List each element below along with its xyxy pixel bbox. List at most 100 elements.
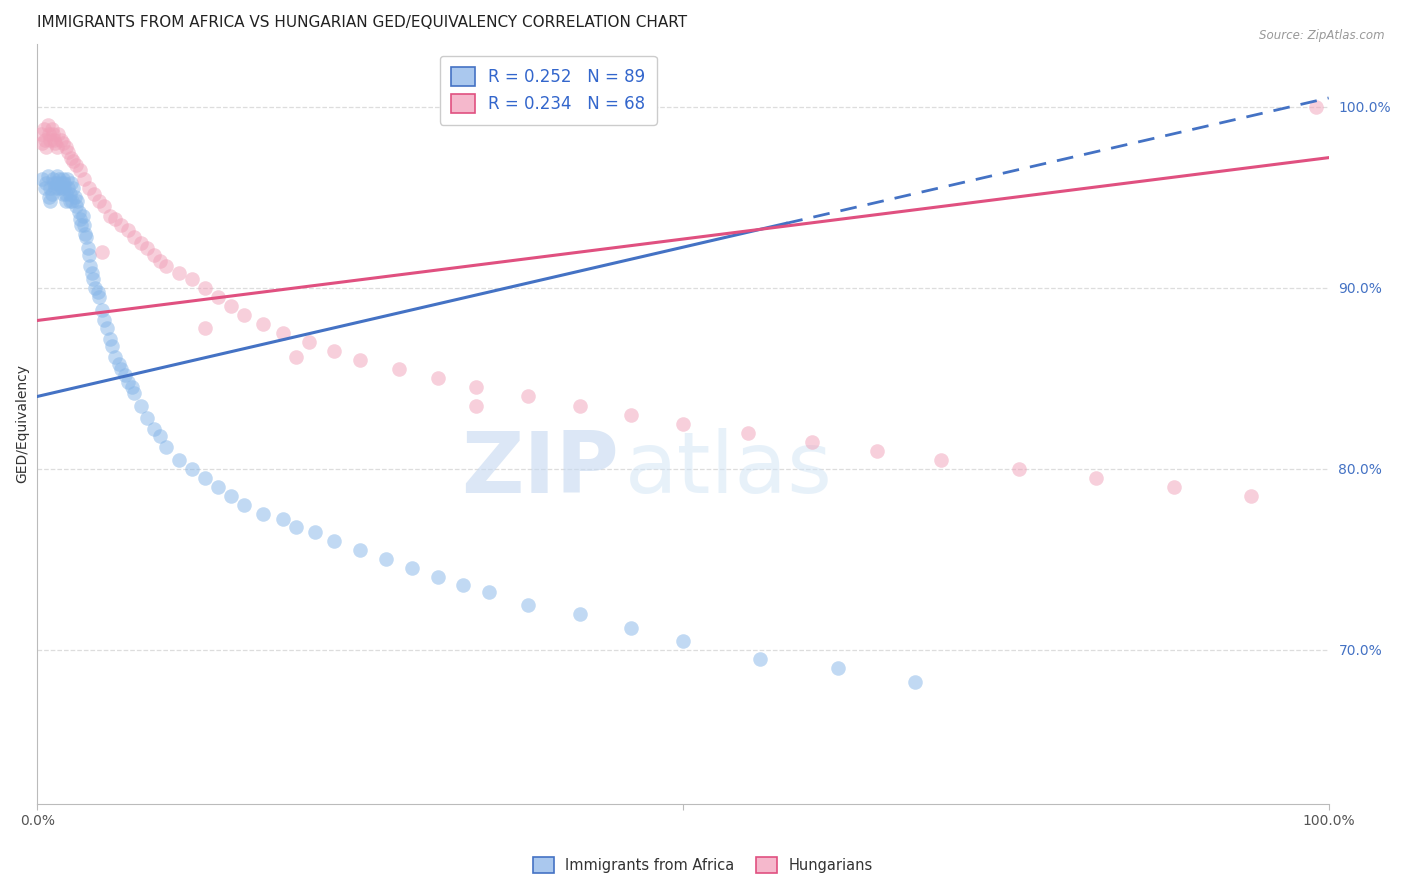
- Point: [82, 272, 104, 286]
- Point: [323, 534, 346, 549]
- Point: [84, 281, 107, 295]
- Point: [426, 570, 449, 584]
- Point: [129, 235, 152, 250]
- Point: [101, 339, 124, 353]
- Point: [98, 209, 121, 223]
- Point: [904, 675, 927, 690]
- Point: [60, 194, 83, 208]
- Point: [349, 353, 371, 368]
- Point: [62, 154, 84, 169]
- Point: [207, 290, 229, 304]
- Text: atlas: atlas: [624, 427, 832, 511]
- Point: [73, 172, 96, 186]
- Text: IMMIGRANTS FROM AFRICA VS HUNGARIAN GED/EQUIVALENCY CORRELATION CHART: IMMIGRANTS FROM AFRICA VS HUNGARIAN GED/…: [38, 15, 688, 30]
- Point: [53, 181, 76, 195]
- Point: [672, 633, 695, 648]
- Point: [49, 132, 72, 146]
- Point: [56, 172, 79, 186]
- Point: [79, 259, 101, 273]
- Point: [59, 151, 82, 165]
- Point: [89, 290, 111, 304]
- Point: [110, 218, 132, 232]
- Point: [69, 212, 91, 227]
- Point: [129, 399, 152, 413]
- Point: [117, 223, 139, 237]
- Point: [149, 253, 172, 268]
- Point: [194, 281, 217, 295]
- Point: [136, 411, 159, 425]
- Point: [169, 452, 191, 467]
- Point: [58, 145, 80, 160]
- Point: [233, 308, 256, 322]
- Point: [827, 661, 849, 675]
- Point: [114, 368, 136, 382]
- Point: [72, 209, 94, 223]
- Point: [1240, 489, 1263, 503]
- Point: [98, 332, 121, 346]
- Point: [55, 186, 77, 201]
- Point: [46, 181, 69, 195]
- Point: [620, 621, 643, 635]
- Point: [77, 181, 100, 195]
- Point: [42, 176, 65, 190]
- Point: [70, 218, 93, 232]
- Point: [55, 140, 77, 154]
- Point: [284, 519, 307, 533]
- Point: [49, 181, 72, 195]
- Point: [41, 121, 63, 136]
- Point: [87, 285, 110, 299]
- Point: [44, 181, 66, 195]
- Point: [929, 452, 952, 467]
- Point: [271, 512, 294, 526]
- Point: [63, 190, 86, 204]
- Point: [349, 543, 371, 558]
- Point: [35, 140, 58, 154]
- Point: [122, 385, 145, 400]
- Point: [107, 357, 129, 371]
- Point: [122, 230, 145, 244]
- Point: [55, 194, 77, 208]
- Point: [142, 248, 165, 262]
- Point: [323, 344, 346, 359]
- Point: [465, 380, 488, 394]
- Legend: Immigrants from Africa, Hungarians: Immigrants from Africa, Hungarians: [526, 850, 880, 880]
- Point: [77, 248, 100, 262]
- Point: [75, 230, 97, 244]
- Point: [67, 205, 90, 219]
- Point: [89, 194, 111, 208]
- Point: [90, 244, 112, 259]
- Point: [142, 422, 165, 436]
- Point: [388, 362, 411, 376]
- Point: [453, 577, 475, 591]
- Text: ZIP: ZIP: [461, 427, 619, 511]
- Point: [1008, 462, 1031, 476]
- Point: [48, 172, 70, 186]
- Point: [69, 163, 91, 178]
- Point: [39, 181, 62, 195]
- Point: [35, 176, 58, 190]
- Point: [38, 190, 60, 204]
- Point: [42, 172, 65, 186]
- Point: [62, 181, 84, 195]
- Point: [53, 176, 76, 190]
- Point: [76, 241, 98, 255]
- Point: [83, 186, 105, 201]
- Point: [284, 350, 307, 364]
- Point: [155, 259, 177, 273]
- Point: [52, 186, 75, 201]
- Point: [45, 169, 67, 183]
- Point: [66, 194, 89, 208]
- Point: [75, 227, 97, 241]
- Point: [59, 194, 82, 208]
- Point: [136, 241, 159, 255]
- Point: [42, 127, 65, 141]
- Point: [45, 140, 67, 154]
- Point: [96, 320, 118, 334]
- Point: [80, 267, 103, 281]
- Point: [181, 462, 204, 476]
- Point: [32, 121, 55, 136]
- Point: [620, 408, 643, 422]
- Point: [749, 652, 772, 666]
- Point: [93, 199, 115, 213]
- Point: [110, 362, 132, 376]
